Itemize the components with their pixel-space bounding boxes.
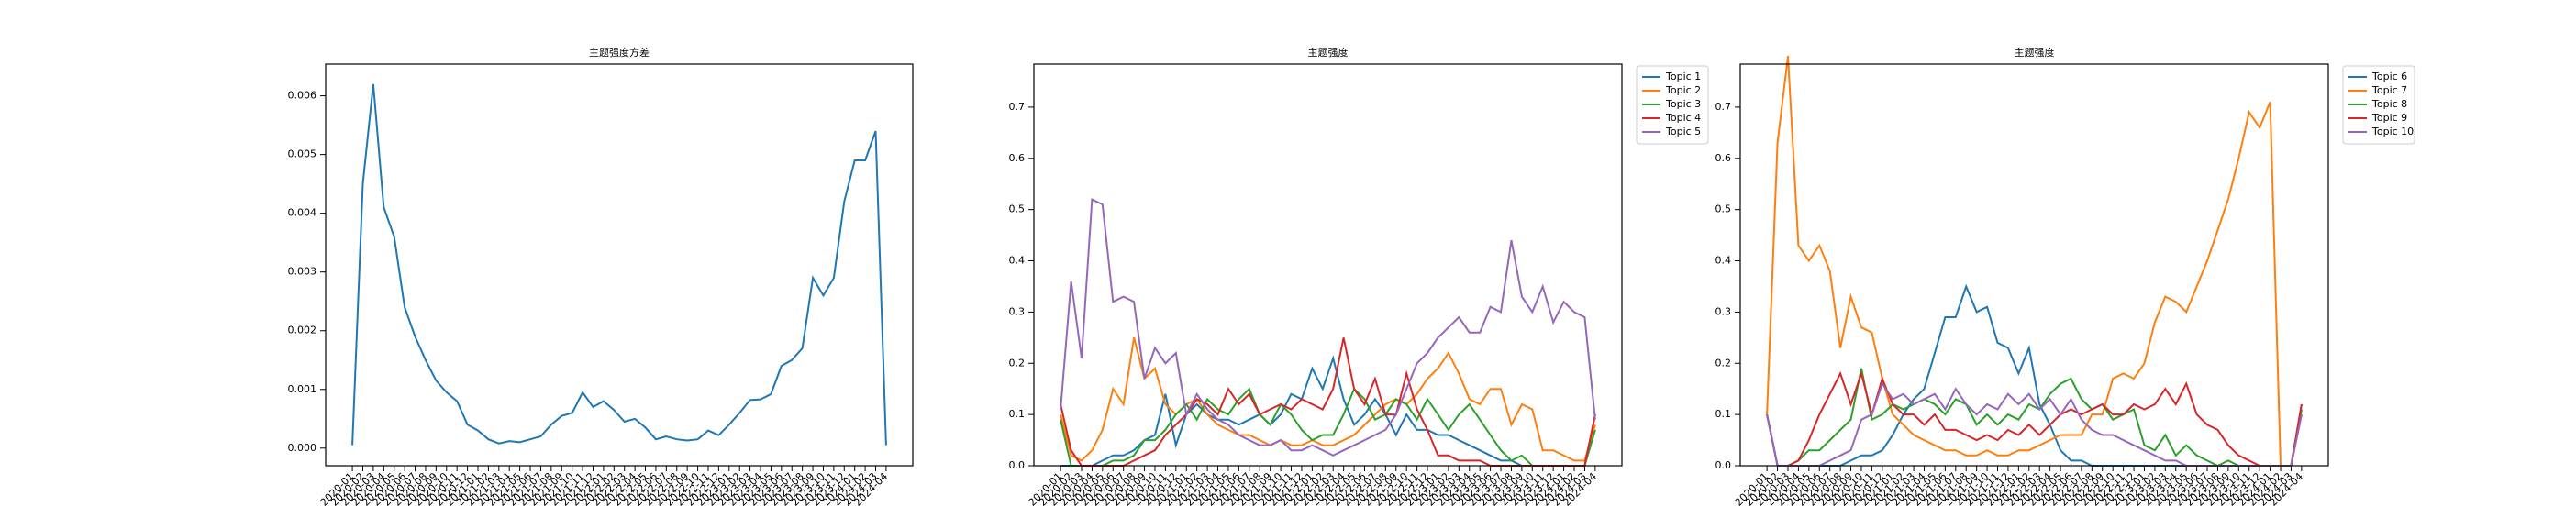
chart-title: 主题强度 [1308, 46, 1349, 59]
series-line [1060, 337, 1596, 462]
y-tick-label: 0.5 [1715, 204, 1732, 215]
series-line [1060, 355, 1596, 467]
axes-frame [325, 63, 914, 467]
y-tick-label: 0.0 [1009, 459, 1026, 471]
legend-label: Topic 10 [2371, 126, 2414, 138]
y-tick-label: 0.6 [1009, 152, 1026, 164]
series-line [1766, 55, 2303, 467]
axes-frame [1033, 63, 1623, 467]
legend-label: Topic 5 [1665, 126, 1701, 138]
y-tick-label: 0.0 [1715, 459, 1732, 471]
y-tick-label: 0.1 [1715, 408, 1732, 420]
y-tick-label: 0.7 [1715, 101, 1732, 113]
series-line [1766, 369, 2303, 467]
legend-label: Topic 9 [2371, 112, 2407, 124]
series-line [1060, 197, 1596, 456]
y-tick-label: 0.2 [1009, 357, 1026, 368]
chart-title: 主题强度 [2015, 46, 2055, 59]
legend-label: Topic 7 [2371, 84, 2407, 96]
y-tick-label: 0.4 [1009, 255, 1026, 267]
legend-label: Topic 1 [1665, 71, 1701, 82]
series-line [1060, 387, 1596, 467]
y-tick-label: 0.1 [1009, 408, 1026, 420]
axes-frame [1739, 63, 2329, 467]
y-tick-label: 0.005 [288, 148, 317, 160]
legend-box [1636, 65, 1709, 145]
y-tick-label: 0.002 [288, 324, 317, 336]
y-tick-label: 0.000 [288, 442, 317, 454]
y-tick-label: 0.4 [1715, 255, 1732, 267]
y-tick-label: 0.3 [1009, 305, 1026, 317]
legend-label: Topic 2 [1665, 84, 1701, 96]
chart-title: 主题强度方差 [589, 46, 650, 59]
legend-box [2342, 65, 2415, 145]
y-tick-label: 0.003 [288, 266, 317, 278]
y-tick-label: 0.001 [288, 383, 317, 395]
y-tick-label: 0.7 [1009, 101, 1026, 113]
y-tick-label: 0.2 [1715, 357, 1732, 368]
legend-label: Topic 3 [1665, 98, 1701, 110]
y-tick-label: 0.006 [288, 90, 317, 102]
legend-label: Topic 8 [2371, 98, 2407, 110]
series-line [1766, 368, 2303, 468]
y-tick-label: 0.004 [288, 207, 317, 219]
series-line [351, 83, 887, 446]
legend-label: Topic 6 [2371, 71, 2407, 82]
legend-label: Topic 4 [1665, 112, 1701, 124]
y-tick-label: 0.3 [1715, 305, 1732, 317]
y-tick-label: 0.5 [1009, 204, 1026, 215]
y-tick-label: 0.6 [1715, 152, 1732, 164]
